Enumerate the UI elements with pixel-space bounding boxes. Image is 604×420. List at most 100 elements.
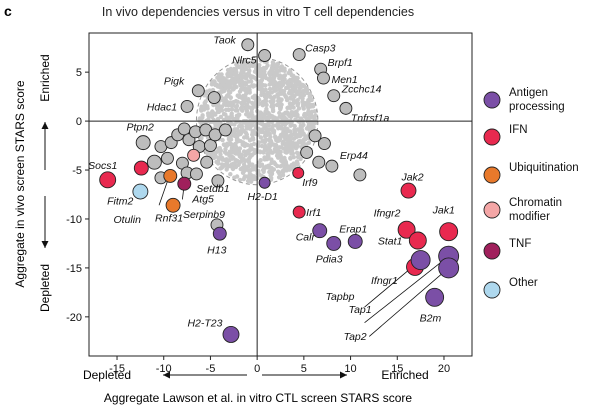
background-point (237, 146, 243, 151)
x-right-arrowhead (340, 371, 347, 379)
background-point (257, 172, 262, 177)
legend-label: processing (509, 101, 565, 113)
background-point (309, 109, 315, 115)
data-point (312, 223, 328, 239)
background-point (235, 158, 240, 164)
background-point (247, 176, 252, 182)
background-point (220, 137, 225, 143)
background-point (199, 104, 204, 109)
background-point (250, 132, 255, 137)
background-point (248, 147, 253, 152)
background-point (223, 86, 228, 91)
y-up-arrowhead (41, 122, 49, 129)
data-point (177, 122, 191, 136)
data-point (326, 235, 342, 251)
legend-swatch (483, 166, 501, 184)
background-point (229, 150, 234, 155)
background-point (258, 66, 263, 72)
y-tick-label: 0 (76, 116, 82, 128)
background-point (234, 103, 240, 109)
background-point (237, 89, 243, 94)
data-point (165, 197, 181, 213)
background-point (232, 147, 237, 152)
background-point (203, 99, 208, 104)
background-point (206, 113, 211, 118)
background-point (289, 103, 294, 109)
background-point (276, 126, 281, 131)
background-point (235, 99, 240, 105)
data-point (300, 145, 314, 159)
background-point (277, 145, 282, 150)
background-point (229, 67, 234, 73)
background-point (263, 94, 268, 99)
background-point (239, 61, 245, 67)
background-point (279, 158, 284, 163)
background-point (268, 138, 274, 144)
background-point (204, 104, 209, 109)
point-label: Tap1 (349, 304, 372, 316)
x-tick-label: 0 (254, 363, 260, 375)
background-point (275, 136, 280, 141)
background-point (298, 116, 304, 121)
background-point (231, 100, 236, 105)
background-point (306, 109, 311, 114)
data-point (292, 48, 306, 61)
background-point (282, 73, 288, 78)
point-label: Erap1 (339, 223, 367, 235)
background-point (237, 177, 243, 183)
data-point (189, 167, 203, 181)
background-point (237, 65, 242, 70)
background-point (306, 116, 311, 121)
legend-label: modifier (509, 211, 550, 223)
data-point (410, 250, 431, 271)
background-point (214, 159, 219, 165)
point-label: Serpinb9 (183, 209, 225, 221)
background-point (228, 172, 233, 177)
background-point (275, 69, 280, 74)
background-point (244, 73, 249, 79)
background-point (293, 127, 298, 133)
background-point (238, 106, 244, 111)
background-point (245, 135, 250, 140)
point-label: Tnfrsf1a (351, 112, 390, 124)
point-label: Pdia3 (316, 253, 343, 265)
background-point (267, 86, 273, 92)
point-label: Stat1 (378, 236, 403, 248)
x-tick-label: -10 (156, 363, 172, 375)
x-tick-label: 10 (344, 363, 356, 375)
background-point (230, 156, 235, 161)
background-point (229, 113, 234, 118)
point-label: Men1 (331, 74, 357, 86)
background-point (281, 80, 287, 85)
background-point (284, 167, 289, 172)
background-point (246, 160, 252, 165)
background-point (221, 111, 227, 117)
data-point (218, 123, 232, 137)
background-point (246, 151, 251, 156)
background-point (241, 141, 246, 146)
point-label: Rnf31 (155, 212, 183, 224)
background-point (311, 114, 316, 119)
background-point (271, 98, 276, 104)
background-point (199, 136, 204, 141)
point-label: Brpf1 (328, 57, 353, 69)
data-point (258, 176, 271, 189)
background-point (295, 103, 300, 108)
background-point (290, 140, 296, 145)
background-point (251, 103, 256, 109)
data-point (353, 168, 367, 182)
background-point (213, 122, 218, 127)
background-point (242, 100, 247, 105)
background-point (298, 124, 303, 129)
data-point (438, 257, 460, 279)
y-depleted-label: Depleted (38, 264, 52, 312)
background-point (232, 122, 237, 127)
background-point (219, 162, 225, 167)
x-axis-label: Aggregate Lawson et al. in vitro CTL scr… (104, 391, 412, 405)
leader-line (364, 255, 449, 324)
data-point (292, 205, 306, 219)
point-label: Taok (213, 35, 236, 47)
background-point (221, 142, 227, 147)
background-point (262, 134, 268, 139)
